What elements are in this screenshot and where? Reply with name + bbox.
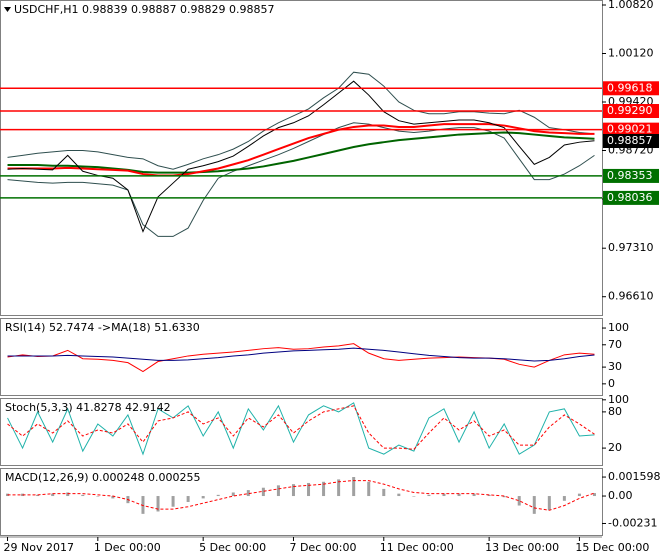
panel-frame (0, 0, 603, 316)
histogram-bar (66, 492, 70, 497)
level-label-bg (603, 190, 659, 205)
level-label-bg (603, 122, 659, 137)
histogram-bar (532, 496, 536, 514)
histogram-bar (352, 477, 356, 497)
x-tick-label: 13 Dec 00:00 (485, 541, 559, 554)
panel-frame (0, 318, 603, 396)
indicator-line (7, 405, 595, 450)
histogram-bar (472, 493, 476, 497)
histogram-bar (337, 479, 341, 497)
y-tick-label: 1.00120 (608, 46, 654, 59)
histogram-bar (382, 488, 386, 497)
price-label-bg (603, 134, 659, 149)
indicator-line (7, 131, 595, 174)
histogram-bar (171, 496, 175, 507)
histogram-bar (261, 487, 265, 497)
histogram-bar (442, 493, 446, 497)
histogram-bar (577, 493, 581, 497)
level-label-bg (603, 168, 659, 183)
histogram-bar (246, 490, 250, 497)
y-tick-label: 20 (608, 441, 622, 454)
indicator-line (7, 402, 595, 456)
histogram-bar (36, 494, 40, 497)
panel-title: Stoch(5,3,3) 41.8278 42.9142 (5, 401, 171, 414)
histogram-bar (81, 494, 85, 497)
x-tick-label: 5 Dec 00:00 (199, 541, 266, 554)
histogram-bar (96, 496, 100, 497)
y-tick-label: 100 (608, 321, 629, 334)
histogram-bar (216, 494, 220, 497)
histogram-bar (186, 496, 190, 502)
level-label: 0.99618 (607, 81, 653, 94)
y-tick-label: 30 (608, 360, 622, 373)
histogram-bar (111, 496, 115, 499)
indicator-line (7, 80, 595, 233)
histogram-bar (397, 493, 401, 497)
panel-title: MACD(12,26,9) 0.000248 0.000255 (5, 471, 201, 484)
histogram-bar (457, 493, 461, 497)
histogram-bar (51, 493, 55, 497)
y-tick-label: 70 (608, 338, 622, 351)
panel-frame (0, 398, 603, 466)
histogram-bar (156, 496, 160, 512)
y-tick-label: 0.97310 (608, 241, 654, 254)
histogram-bar (412, 496, 416, 497)
level-label: 0.98036 (607, 191, 653, 204)
histogram-bar (367, 481, 371, 497)
x-tick-label: 7 Dec 00:00 (289, 541, 356, 554)
y-tick-label: 1.00820 (608, 0, 654, 11)
histogram-bar (487, 494, 491, 497)
y-tick-label: 0.96610 (608, 290, 654, 303)
y-tick-label: 0 (608, 377, 615, 390)
indicator-line (7, 71, 595, 170)
histogram-bar (231, 492, 235, 497)
indicator-line (7, 480, 595, 511)
histogram-bar (517, 496, 521, 506)
histogram-bar (322, 481, 326, 497)
panel-title: USDCHF,H1 0.98839 0.98887 0.98829 0.9885… (14, 3, 275, 16)
x-tick-label: 1 Dec 00:00 (94, 541, 161, 554)
x-tick-label: 29 Nov 2017 (4, 541, 74, 554)
level-label: 0.99021 (607, 123, 653, 136)
histogram-bar (427, 494, 431, 497)
panel-title: RSI(14) 52.7474 ->MA(18) 51.6330 (5, 321, 200, 334)
price-label: 0.98857 (607, 134, 653, 147)
level-label-bg (603, 81, 659, 96)
histogram-bar (276, 485, 280, 497)
histogram-bar (307, 482, 311, 497)
histogram-bar (592, 493, 596, 497)
histogram-bar (547, 496, 551, 511)
histogram-bar (502, 496, 506, 498)
indicator-line (7, 347, 595, 362)
histogram-bar (141, 496, 145, 514)
panel-frame (0, 468, 603, 536)
symbol-icon (4, 7, 11, 12)
y-tick-label: -0.00231 (608, 516, 657, 529)
histogram-bar (201, 496, 205, 499)
y-tick-label: 0.00 (608, 489, 633, 502)
histogram-bar (6, 493, 10, 497)
y-tick-label: 80 (608, 405, 622, 418)
y-tick-label: 100 (608, 393, 629, 406)
level-label: 0.99290 (607, 104, 653, 117)
histogram-bar (291, 484, 295, 497)
x-tick-label: 15 Dec 00:00 (575, 541, 649, 554)
level-label: 0.98353 (607, 169, 653, 182)
x-tick-label: 11 Dec 00:00 (380, 541, 454, 554)
histogram-bar (562, 496, 566, 501)
y-tick-label: 0.001598 (608, 470, 660, 483)
indicator-line (7, 122, 595, 237)
level-label-bg (603, 104, 659, 119)
